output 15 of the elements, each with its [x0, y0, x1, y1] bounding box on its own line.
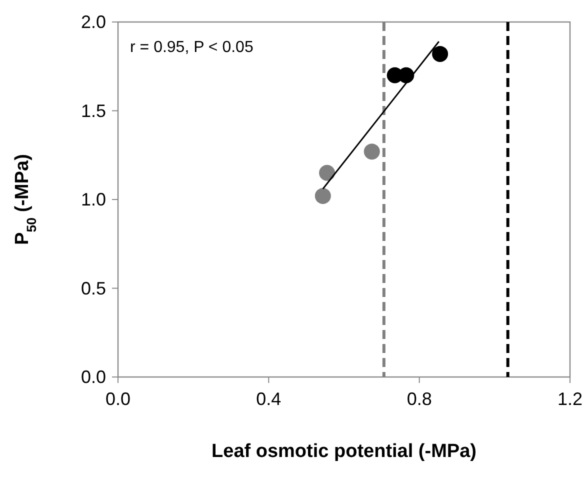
annotation: r = 0.95, P < 0.05 [130, 39, 254, 56]
y-tick-label: 0.5 [80, 278, 106, 298]
x-tick-label: 1.2 [557, 389, 583, 409]
point [314, 188, 331, 204]
y-tick-label: 2.0 [80, 12, 106, 32]
x-tick-label: 0.0 [105, 389, 131, 409]
x-axis-title: Leaf osmotic potential (-MPa) [212, 441, 476, 462]
point [319, 164, 336, 181]
y-tick-label: 0.0 [80, 367, 106, 387]
point [432, 46, 448, 62]
point [364, 144, 380, 160]
x-tick-label: 0.8 [406, 389, 432, 409]
y-tick-label: 1.5 [80, 100, 106, 121]
y-tick-label: 1.0 [80, 190, 106, 210]
x-tick-label: 0.4 [256, 389, 282, 409]
